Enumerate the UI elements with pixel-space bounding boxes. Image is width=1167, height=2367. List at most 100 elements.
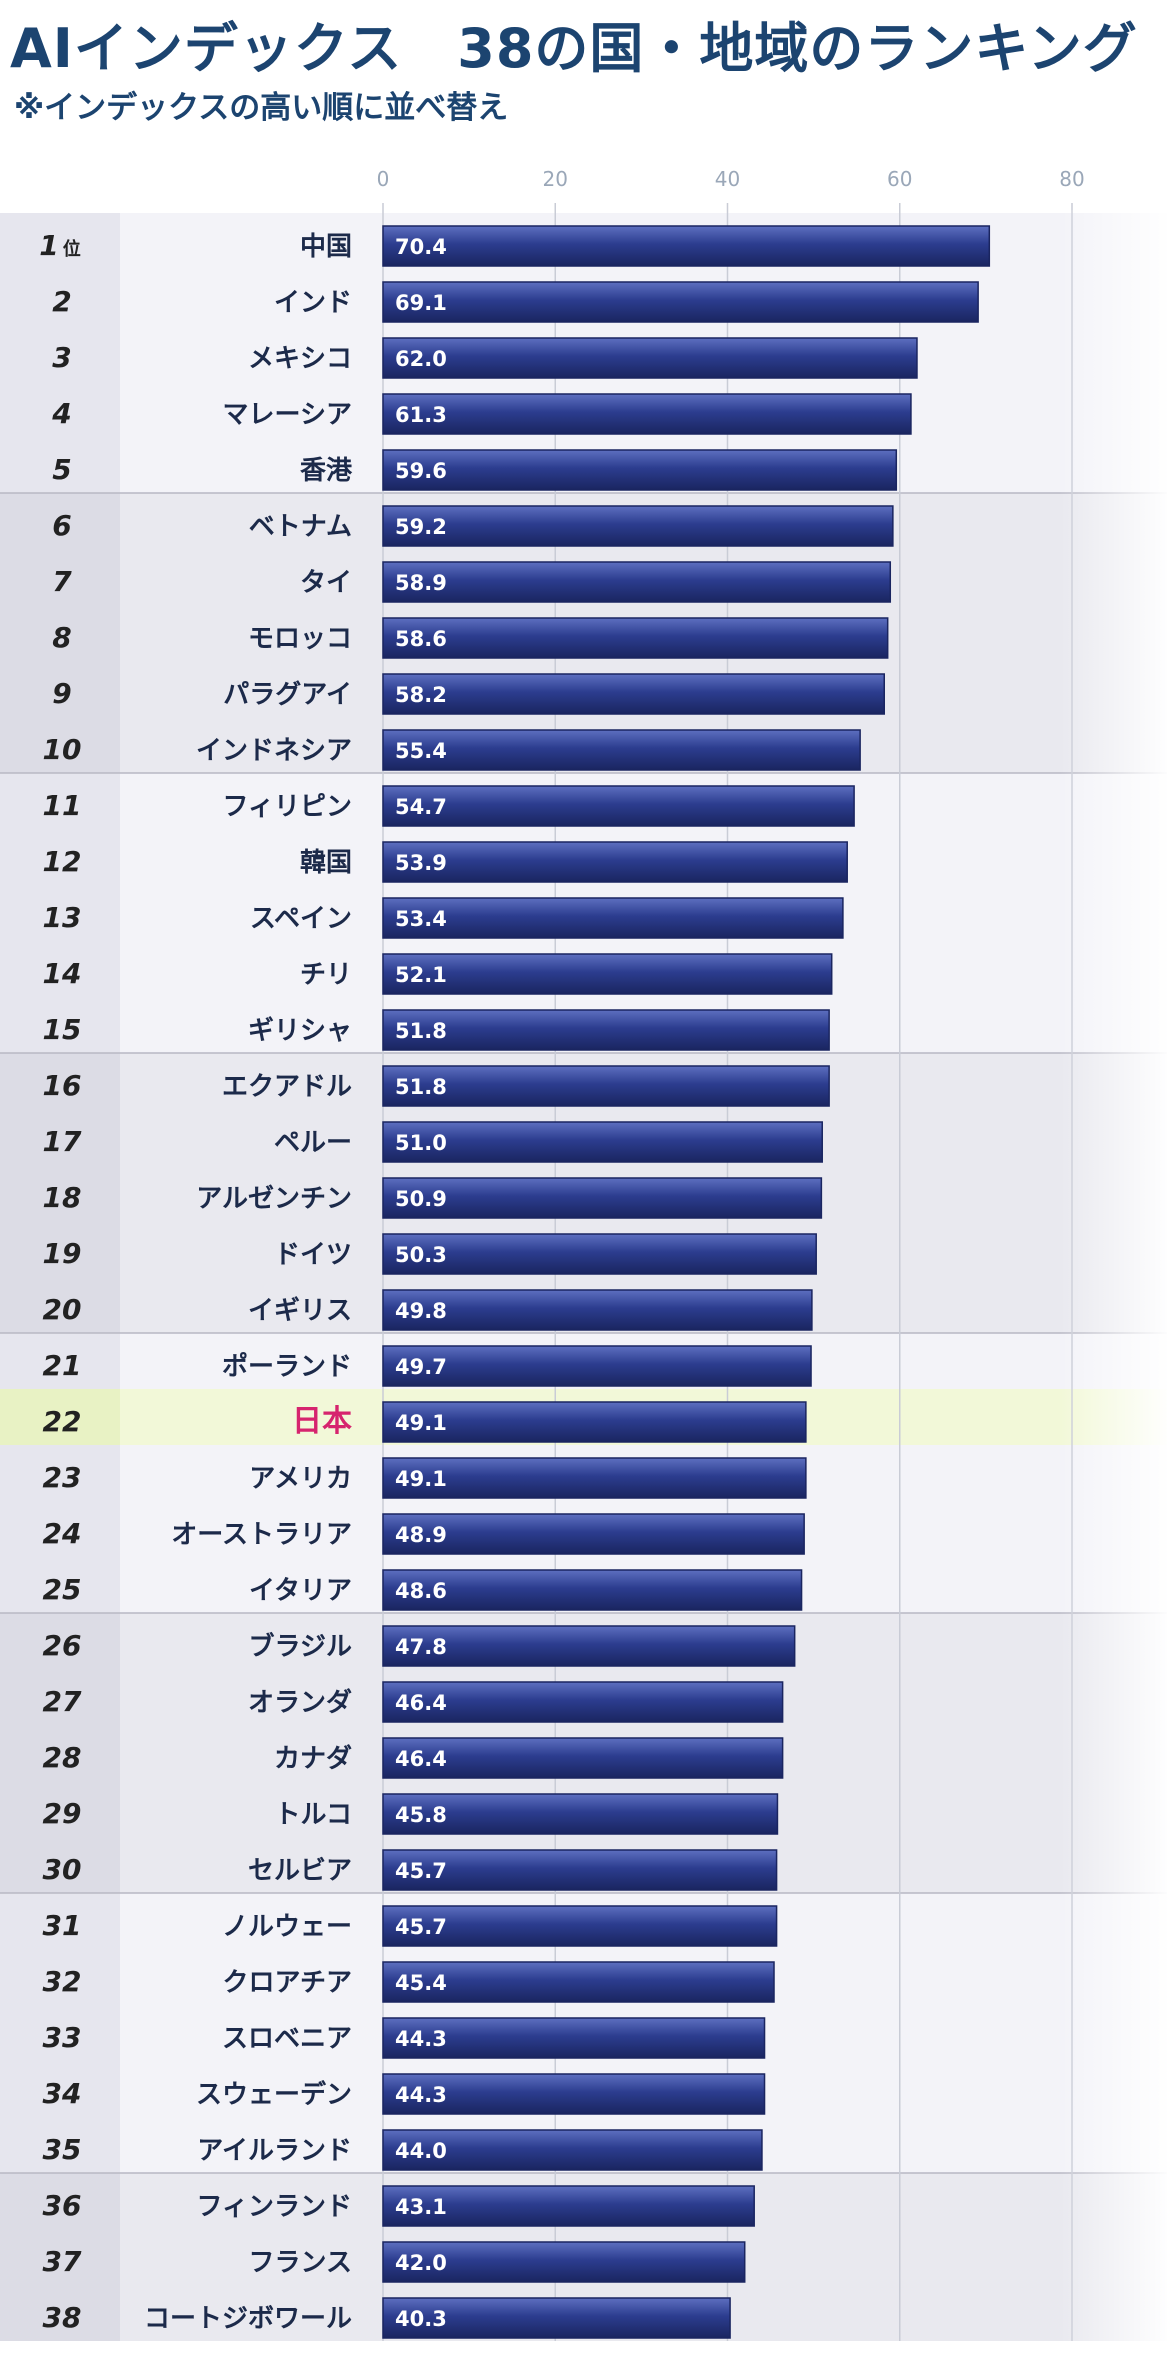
category-label: トルコ [275, 1800, 352, 1830]
rank-cell [0, 1501, 120, 1557]
category-label: メキシコ [248, 344, 352, 374]
rank-cell [0, 773, 120, 829]
rank-label: 11 [43, 789, 82, 822]
rank-label: 19 [43, 1237, 82, 1270]
x-tick-label: 40 [715, 167, 740, 191]
rank-cell [0, 325, 120, 381]
bar [382, 281, 979, 323]
bar [382, 1009, 830, 1051]
bar [382, 841, 848, 883]
x-tick-label: 60 [887, 167, 912, 191]
bar [382, 393, 912, 435]
category-label: 日本 [292, 1404, 352, 1439]
bar [382, 1737, 784, 1779]
bar-value-label: 55.4 [395, 739, 447, 763]
category-label: ベトナム [249, 512, 352, 542]
bar-value-label: 49.1 [395, 1467, 447, 1491]
bar [382, 1345, 812, 1387]
rank-cell [0, 1949, 120, 2005]
bar [382, 1793, 779, 1835]
category-label: ペルー [274, 1128, 352, 1158]
rank-label: 12 [43, 845, 82, 878]
category-label: ポーランド [222, 1351, 352, 1382]
category-label: フィリピン [223, 792, 352, 822]
rank-label: 37 [43, 2245, 82, 2278]
category-label: パラグアイ [223, 680, 352, 710]
rank-label: 38 [43, 2301, 82, 2334]
category-label: アメリカ [249, 1464, 352, 1494]
bar [382, 1961, 775, 2003]
category-label: スペイン [250, 904, 352, 934]
bar [382, 897, 844, 939]
category-label: ドイツ [274, 1240, 352, 1270]
category-label: カナダ [274, 1743, 352, 1774]
rank-cell [0, 2229, 120, 2285]
bar-value-label: 45.7 [395, 1915, 447, 1939]
rank-cell [0, 213, 120, 269]
category-label: モロッコ [248, 624, 352, 654]
rank-label: 36 [43, 2189, 82, 2222]
bar-value-label: 43.1 [395, 2195, 447, 2219]
rank-cell [0, 437, 120, 493]
rank-cell [0, 1053, 120, 1109]
rank-label: 15 [43, 1013, 82, 1046]
bar-value-label: 47.8 [395, 1635, 447, 1659]
rank-cell [0, 661, 120, 717]
bar [382, 2185, 755, 2227]
category-label: 中国 [300, 232, 352, 262]
category-label: インドネシア [196, 736, 352, 766]
rank-label: 23 [43, 1461, 82, 1494]
bar [382, 1625, 796, 1667]
bar-value-label: 62.0 [395, 347, 447, 371]
rank-cell [0, 1109, 120, 1165]
bar-value-label: 53.4 [395, 907, 447, 931]
rank-label: 32 [43, 1965, 82, 1998]
bar-value-label: 51.0 [395, 1131, 447, 1155]
rank-label: 31 [43, 1909, 82, 1942]
rank-cell [0, 2117, 120, 2173]
category-label: スウェーデン [196, 2079, 352, 2110]
bar [382, 1121, 823, 1163]
rank-cell [0, 2061, 120, 2117]
rank-label: 20 [43, 1293, 82, 1326]
category-label: チリ [300, 960, 352, 990]
category-label: アルゼンチン [196, 1184, 352, 1214]
bar-value-label: 61.3 [395, 403, 447, 427]
bar-value-label: 44.3 [395, 2027, 447, 2051]
rank-cell [0, 1277, 120, 1333]
bar-value-label: 49.8 [395, 1299, 447, 1323]
bar-value-label: 59.2 [395, 515, 447, 539]
category-label: オランダ [248, 1687, 352, 1718]
rank-label: 9 [52, 677, 71, 710]
bar [382, 1681, 784, 1723]
rank-label: 26 [43, 1629, 82, 1662]
bar [382, 2073, 766, 2115]
bar-value-label: 49.1 [395, 1411, 447, 1435]
rank-cell [0, 1837, 120, 1893]
bar-value-label: 53.9 [395, 851, 447, 875]
bar-value-label: 44.3 [395, 2083, 447, 2107]
rank-cell [0, 1333, 120, 1389]
bar-value-label: 50.3 [395, 1243, 447, 1267]
bar-value-label: 50.9 [395, 1187, 447, 1211]
rank-label: 3 [52, 341, 71, 374]
x-tick-label: 20 [543, 167, 568, 191]
rank-cell [0, 1389, 120, 1445]
rank-label: 25 [43, 1573, 82, 1606]
rank-label: 29 [43, 1797, 82, 1830]
bar [382, 561, 892, 603]
rank-cell [0, 493, 120, 549]
rank-label: 8 [52, 621, 71, 654]
rank-label: 2 [52, 285, 71, 318]
category-label: 韓国 [300, 848, 352, 878]
bar [382, 505, 894, 547]
category-label: 香港 [300, 456, 353, 486]
rank-label: 13 [43, 901, 82, 934]
bar [382, 953, 833, 995]
rank-cell [0, 2285, 120, 2341]
rank-label: 14 [43, 957, 82, 990]
rank-label: 30 [43, 1853, 82, 1886]
bar [382, 1457, 807, 1499]
bar-value-label: 59.6 [395, 459, 447, 483]
